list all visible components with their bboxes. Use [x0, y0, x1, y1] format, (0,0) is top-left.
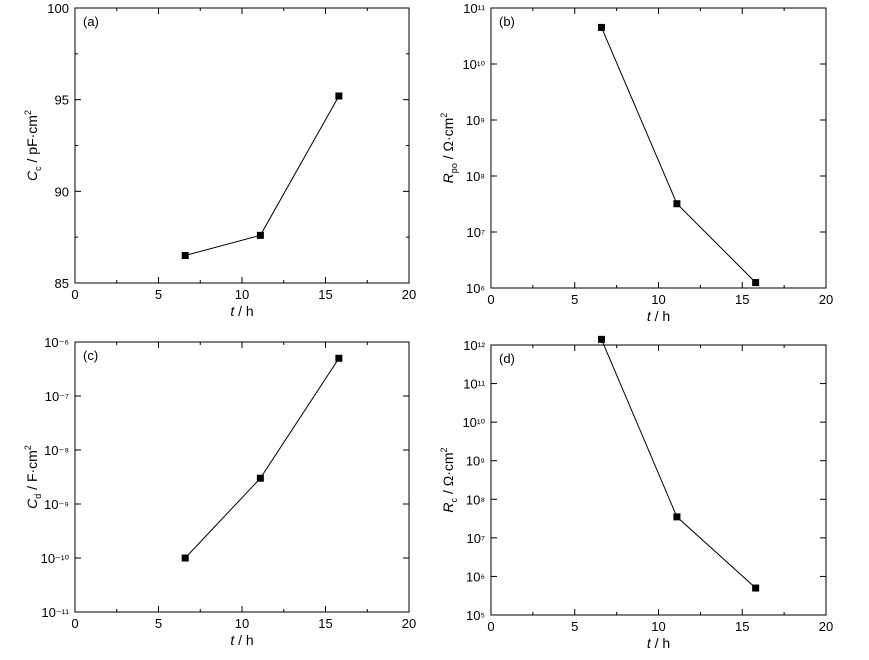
x-tick-label: 5 [571, 292, 578, 307]
y-axis-label: Rc / Ω·cm2 [439, 447, 459, 512]
x-tick-label: 15 [735, 619, 749, 634]
x-tick-label: 5 [571, 619, 578, 634]
x-tick-label: 0 [487, 292, 494, 307]
y-tick-label: 10⁷ [467, 531, 485, 546]
chart-panel-3: 0 5 10 15 20 10⁻¹¹ 10⁻¹⁰ 10⁻⁹ 10⁻⁸ 10⁻⁷ 10⁻⁶ (c) t /… [23, 335, 416, 648]
data-point [598, 23, 606, 31]
data-point [181, 252, 189, 259]
y-tick-label: 10¹¹ [463, 377, 485, 392]
x-tick-label: 20 [402, 616, 416, 631]
y-tick-label: 10¹² [463, 338, 485, 353]
y-axis-label: Cd / F·cm2 [23, 445, 43, 509]
x-tick-label: 5 [155, 287, 162, 302]
x-tick-label: 15 [318, 616, 332, 631]
series-line [185, 95, 340, 256]
y-tick-label: 10⁻⁷ [45, 389, 69, 404]
x-tick-label: 10 [235, 616, 249, 631]
x-axis-label: t / h [647, 308, 670, 324]
chart-panel-2: 0 5 10 15 20 10⁶ 10⁷ 10⁸ 10⁹ 10¹⁰ 10¹¹ (b) t / h Rpo … [439, 1, 833, 324]
y-tick-label: 10⁶ [466, 569, 485, 584]
x-tick-label: 20 [819, 619, 833, 634]
plot-frame [490, 344, 827, 616]
x-axis-label: t / h [647, 635, 670, 651]
x-tick-label: 10 [235, 287, 249, 302]
data-point [256, 231, 264, 239]
x-tick-label: 15 [735, 292, 749, 307]
y-tick-label: 10⁻⁸ [44, 443, 69, 458]
data-point [752, 584, 760, 592]
y-tick-label: 10⁹ [466, 454, 485, 469]
y-axis-label: Cc / pF·cm2 [23, 110, 43, 181]
y-tick-label: 10⁻⁹ [44, 497, 69, 512]
chart-panel-1: 0 5 10 15 20 85 90 95 100 (a) t / h Cc / pF·cm2 [23, 1, 416, 319]
y-tick-label: 10⁸ [466, 492, 485, 507]
y-tick-label: 10⁵ [466, 608, 485, 623]
data-point [256, 474, 264, 482]
x-tick-label: 0 [71, 616, 78, 631]
series-line [601, 339, 757, 589]
x-tick-label: 5 [155, 616, 162, 631]
data-point [673, 200, 681, 208]
y-tick-label: 10¹⁰ [462, 57, 485, 72]
x-tick-label: 10 [651, 292, 665, 307]
y-tick-label: 100 [47, 1, 69, 16]
plot-frame [74, 341, 410, 613]
y-tick-label: 10⁷ [467, 225, 485, 240]
data-point [181, 554, 189, 562]
y-tick-label: 10⁻¹⁰ [41, 551, 70, 566]
y-tick-label: 10⁻¹¹ [41, 605, 69, 620]
data-point [752, 279, 760, 287]
y-tick-label: 85 [55, 276, 69, 291]
plot-frame [74, 7, 410, 284]
x-axis-label: t / h [230, 632, 253, 648]
x-tick-label: 15 [318, 287, 332, 302]
x-tick-label: 20 [402, 287, 416, 302]
y-tick-label: 95 [55, 93, 69, 108]
panel-label: (b) [499, 14, 515, 29]
y-tick-label: 90 [55, 184, 69, 199]
data-point [335, 354, 343, 362]
y-tick-label: 10¹¹ [463, 1, 485, 16]
y-axis-label: Rpo / Ω·cm2 [439, 113, 459, 184]
series-line [601, 27, 757, 283]
x-tick-label: 10 [651, 619, 665, 634]
panel-label: (a) [83, 14, 99, 29]
y-tick-label: 10¹⁰ [462, 415, 485, 430]
y-tick-label: 10⁻⁶ [44, 335, 69, 350]
plot-frame [490, 7, 827, 289]
y-tick-label: 10⁹ [466, 113, 485, 128]
x-axis-label: t / h [230, 303, 253, 319]
x-tick-label: 20 [819, 292, 833, 307]
series-line [184, 358, 340, 559]
y-tick-label: 10⁸ [466, 169, 485, 184]
data-point [335, 92, 343, 100]
x-tick-label: 0 [71, 287, 78, 302]
data-point [673, 513, 681, 521]
y-tick-label: 10⁶ [466, 281, 485, 296]
chart-panel-4: 0 5 10 15 20 10⁵ 10⁶ 10⁷ 10⁸ 10⁹ 10¹⁰ 10¹¹ 10¹² (d) t … [439, 335, 833, 651]
panel-label: (d) [499, 351, 515, 366]
data-point [598, 335, 606, 343]
x-tick-label: 0 [487, 619, 494, 634]
panel-label: (c) [83, 348, 98, 363]
